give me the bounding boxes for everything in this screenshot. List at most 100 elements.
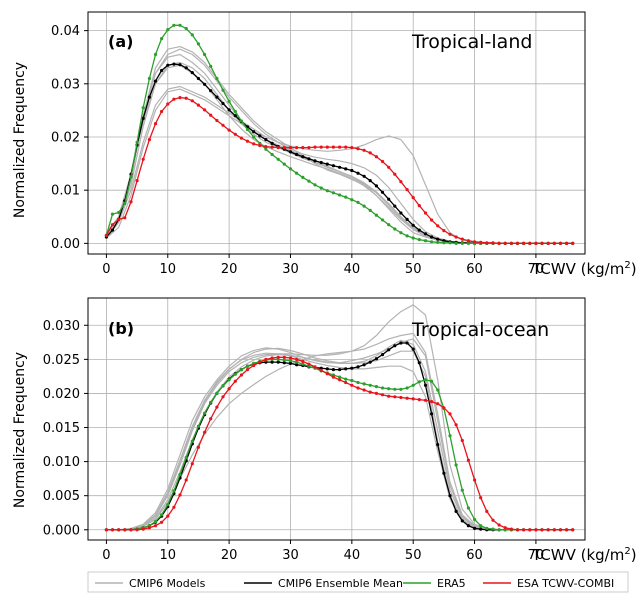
panel-b-series-cmip6-ensemble-mean-point	[454, 509, 458, 513]
panel-b-series-cmip6-ensemble-mean-point	[411, 347, 415, 351]
panel-b-y-tick-label: 0.020	[43, 387, 80, 402]
panel-b-series-esa-tcwv-combi-point	[528, 528, 532, 532]
panel-b-series-era5-point	[245, 364, 250, 368]
panel-a-series-cmip6-ensemble-mean-point	[215, 95, 219, 99]
panel-a-series-era5-point	[110, 212, 115, 216]
panel-a-series-esa-tcwv-combi-point	[190, 99, 194, 103]
panel-a-series-esa-tcwv-combi-point	[552, 241, 556, 245]
panel-a-x-tick-label: 0	[102, 262, 110, 277]
panel-b-series-esa-tcwv-combi-point	[104, 528, 108, 532]
panel-b-x-tick-label: 10	[159, 548, 176, 563]
panel-a-series-esa-tcwv-combi-point	[117, 217, 121, 221]
panel-b-series-esa-tcwv-combi-point	[239, 373, 243, 377]
panel-a-series-era5-point	[295, 171, 299, 175]
panel-b-ticks: 0 10 20 30 40 50 60 70 0.000 0.005 0.010 0.015 0.020…	[43, 319, 544, 563]
panel-a-series-esa-tcwv-combi-point	[147, 138, 151, 142]
panel-a-series-esa-tcwv-combi-point	[509, 241, 513, 245]
panel-a-series-cmip6-ensemble-mean-point	[387, 197, 391, 201]
panel-a-series-esa-tcwv-combi-point	[448, 232, 452, 236]
panel-b-series-cmip6-ensemble-mean-point	[393, 344, 397, 348]
panel-tropical-land: 0 10 20 30 40 50 60 700.000.010.020.030.04 (a) …	[12, 11, 637, 278]
panel-a-series-era5-point	[393, 227, 397, 231]
panel-b-series-era5-point	[479, 524, 483, 528]
panel-a-series-esa-tcwv-combi-point	[546, 241, 550, 245]
panel-a-series-era5-point	[252, 135, 256, 139]
panel-a-series-era5-point	[239, 119, 243, 123]
panel-a-series-era5-point	[166, 28, 170, 32]
panel-a-series-esa-tcwv-combi-point	[423, 211, 428, 215]
panel-a-series-esa-tcwv-combi-point	[301, 146, 305, 150]
panel-a-series-esa-tcwv-combi-point	[380, 159, 385, 164]
panel-a-series-era5-point	[123, 201, 127, 206]
panel-a-x-tick-label: 20	[221, 262, 238, 277]
panel-b-y-tick-label: 0.030	[43, 319, 80, 334]
panel-b-series-esa-tcwv-combi-point	[209, 417, 213, 421]
panel-b-series-esa-tcwv-combi-point	[565, 528, 569, 532]
panel-a-series-cmip6-ensemble-mean-point	[258, 134, 262, 138]
panel-b-series-esa-tcwv-combi-point	[411, 397, 415, 401]
panel-b-x-tick-label: 0	[102, 548, 110, 563]
panel-a-ticks: 0 10 20 30 40 50 60 70 0.00 0.01 0.02 0.03 0.04	[51, 24, 544, 277]
panel-a-series-esa-tcwv-combi-point	[172, 97, 176, 101]
panel-a-series-cmip6-ensemble-mean-point	[190, 71, 194, 75]
panel-a-series-esa-tcwv-combi-point	[571, 241, 575, 245]
panel-b-series-cmip6-ensemble-mean-point	[331, 368, 335, 372]
panel-a-series-cmip6-ensemble-mean-point	[399, 211, 403, 215]
panel-a-series-era5-point	[215, 76, 219, 81]
panel-a-series-era5-point	[362, 204, 366, 208]
panel-b-series-esa-tcwv-combi-point	[460, 438, 464, 443]
panel-b-series-esa-tcwv-combi-point	[473, 478, 477, 482]
panel-a-y-tick-label: 0.00	[51, 237, 80, 252]
panel-b-series-esa-tcwv-combi-point	[301, 359, 305, 363]
panel-b-y-tick-label: 0.000	[43, 523, 80, 538]
panel-a-series-cmip6-ensemble-mean-point	[221, 101, 225, 106]
panel-b-series-esa-tcwv-combi-point	[233, 379, 237, 383]
panel-b-series-esa-tcwv-combi-point	[252, 363, 256, 368]
panel-a-grid	[88, 12, 585, 254]
panel-b-series-esa-tcwv-combi-point	[153, 524, 158, 528]
panel-a-series-esa-tcwv-combi-point	[313, 145, 317, 149]
panel-a-series-esa-tcwv-combi-point	[479, 240, 483, 244]
panel-b-series-esa-tcwv-combi-point	[448, 412, 452, 416]
panel-a-series-era5-point	[221, 88, 225, 92]
panel-b-series-cmip6-ensemble-mean-point	[380, 353, 385, 357]
panel-b-series-cmip6-ensemble-mean-point	[479, 527, 483, 531]
panel-a-series-esa-tcwv-combi-point	[411, 196, 415, 200]
panel-b-series-esa-tcwv-combi-point	[245, 368, 250, 372]
panel-b-series-esa-tcwv-combi-point	[338, 378, 342, 382]
panel-b-y-tick-label: 0.025	[43, 353, 80, 368]
panel-a-series-era5-point	[301, 175, 305, 179]
panel-b-series-cmip6-ensemble-mean-point	[356, 365, 360, 369]
panel-a-series-esa-tcwv-combi-point	[485, 241, 489, 245]
panel-a-series-esa-tcwv-combi-point	[558, 241, 563, 245]
panel-a-series-esa-tcwv-combi-point	[436, 224, 440, 228]
panel-b-series-esa-tcwv-combi-point	[344, 380, 348, 385]
panel-a-series-era5-point	[350, 198, 354, 202]
panel-b-series-era5-point	[374, 385, 378, 389]
panel-a-series-esa-tcwv-combi-point	[203, 108, 207, 112]
panel-b-series-esa-tcwv-combi-point	[405, 396, 409, 400]
panel-b-series-cmip6-ensemble-mean-point	[460, 519, 464, 523]
panel-a-series-cmip6-ensemble-mean-point	[295, 152, 299, 157]
panel-a-series-esa-tcwv-combi-point	[184, 96, 188, 100]
panel-b-series-esa-tcwv-combi-point	[497, 523, 501, 527]
panel-a-series-esa-tcwv-combi-point	[362, 148, 366, 152]
panel-b-series-esa-tcwv-combi-point	[442, 406, 446, 410]
panel-a-series-era5-point	[448, 241, 452, 245]
panel-a-series-esa-tcwv-combi-point	[221, 123, 225, 127]
panel-a-series-era5-point	[368, 208, 372, 212]
panel-b-series-cmip6-ensemble-mean-point	[325, 367, 329, 371]
panel-b-series-esa-tcwv-combi-point	[387, 394, 391, 398]
panel-a-series-cmip6-ensemble-mean-point	[411, 223, 415, 227]
panel-a-label: (a)	[108, 32, 133, 51]
panel-a-x-axis-label-close: )	[631, 260, 637, 278]
panel-a-x-tick-label: 60	[466, 262, 483, 277]
panel-b-series-cmip6-ensemble-mean-point	[417, 361, 421, 365]
panel-b-x-axis-label-main: TCWV (kg/m	[531, 546, 624, 564]
panel-a-x-axis-label: TCWV (kg/m2)	[531, 260, 637, 278]
panel-a-series-esa-tcwv-combi-point	[233, 132, 237, 136]
panel-a-series-esa-tcwv-combi-point	[153, 122, 158, 126]
panel-b-series-era5-point	[430, 379, 434, 383]
panel-a-series-era5-point	[307, 179, 311, 183]
